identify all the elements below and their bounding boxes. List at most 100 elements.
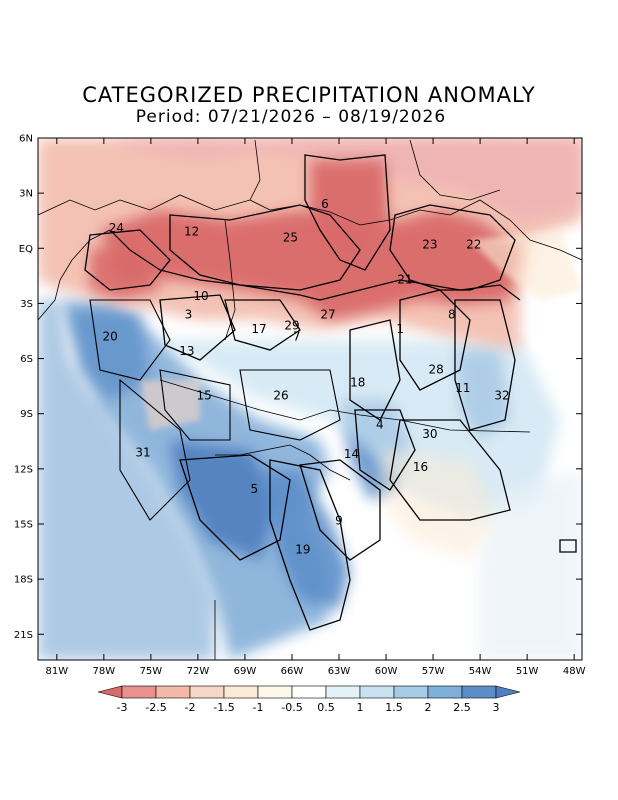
colorbar-swatch [427, 685, 463, 699]
lat-tick-label: 18S [14, 575, 33, 586]
bolivia-border [215, 444, 351, 481]
amapa-field [470, 230, 582, 300]
basin-label: 11 [455, 381, 470, 395]
basin-label: 18 [350, 375, 365, 389]
lat-tick-label: EQ [19, 244, 33, 255]
colorbar-label: -1 [253, 701, 264, 714]
colorbar-label: 1.5 [385, 701, 403, 714]
colorbar-swatch [359, 685, 395, 699]
basin-label: 31 [135, 445, 150, 459]
colorbar-swatch [257, 685, 293, 699]
colorbar-label: -1.5 [213, 701, 234, 714]
colorbar-swatch [291, 685, 327, 699]
basin-24-outline [84, 229, 171, 291]
basin-label: 28 [429, 363, 444, 377]
colorbar-swatch [121, 685, 157, 699]
basin-label: 24 [109, 221, 124, 235]
lat-tick-label: 6N [19, 134, 33, 145]
basin-label: 30 [422, 427, 437, 441]
basin-label: 16 [413, 460, 428, 474]
latitude-axis: 6N 3N EQ 3S 6S 9S 12S 15S 18S 21S [14, 134, 582, 641]
napo-field [90, 240, 160, 300]
small-lake-outline [559, 539, 577, 553]
rio-branco-field [310, 160, 390, 260]
madeira-upper-field [170, 440, 280, 560]
basin-26-outline [239, 369, 341, 441]
basin-20-outline [89, 299, 171, 381]
basin-label: 9 [335, 513, 343, 527]
lon-tick-label: 60W [375, 666, 398, 677]
amazon-main-divide [109, 229, 521, 301]
basin-25-outline [169, 204, 361, 291]
basin-label: 6 [321, 197, 329, 211]
basin-label: 26 [273, 388, 288, 402]
basin-label: 23 [422, 238, 437, 252]
southeast-field [480, 470, 582, 660]
basin-label: 27 [320, 307, 335, 321]
lat-tick-label: 21S [14, 630, 33, 641]
ucayali-field [140, 380, 200, 430]
basin-4-outline [354, 409, 416, 491]
coastline-north [38, 194, 582, 261]
colorbar-low-arrow [97, 685, 123, 699]
colorbar-label: -2 [185, 701, 196, 714]
basin-label: 8 [448, 307, 456, 321]
basin-label: 15 [197, 388, 212, 402]
basin-label: 25 [283, 230, 298, 244]
basin-label: 5 [251, 482, 259, 496]
lon-tick-label: 69W [234, 666, 257, 677]
map-frame [37, 137, 583, 661]
brazil-border-south [159, 379, 531, 433]
basin-28-outline [399, 289, 471, 391]
lon-tick-label: 63W [328, 666, 351, 677]
basin-9-outline [299, 459, 381, 561]
basin-label: 4 [376, 418, 384, 432]
northern-deficit-field [100, 210, 520, 320]
lon-tick-label: 57W [422, 666, 445, 677]
basin-16-outline [389, 419, 511, 521]
colorbar-label: -2.5 [145, 701, 166, 714]
coastline-west [38, 229, 111, 321]
lat-tick-label: 15S [14, 519, 33, 530]
lon-tick-label: 51W [516, 666, 539, 677]
teles-pires-field [380, 450, 500, 560]
map-title: CATEGORIZED PRECIPITATION ANOMALY [82, 83, 536, 107]
colorbar-high-arrow [495, 685, 521, 699]
colorbar-label: -3 [117, 701, 128, 714]
colorbar-swatch [325, 685, 361, 699]
guiana-border [409, 139, 501, 201]
basin-label: 13 [179, 344, 194, 358]
boundaries [38, 139, 582, 660]
colorbar-swatch [461, 685, 497, 699]
basin-label: 14 [344, 447, 359, 461]
basin-label: 17 [251, 322, 266, 336]
lon-tick-label: 54W [469, 666, 492, 677]
basin-11-outline [454, 299, 516, 431]
colorbar-label: 0.5 [317, 701, 335, 714]
basin-6-outline [304, 154, 391, 271]
basin-label: 19 [295, 543, 310, 557]
guiana-highlands-field [100, 140, 582, 220]
lon-tick-label: 78W [93, 666, 116, 677]
lon-tick-label: 81W [46, 666, 69, 677]
colorbar-label: 2.5 [453, 701, 471, 714]
colorbar-swatch [223, 685, 259, 699]
basin-23-outline [389, 204, 516, 291]
longitude-axis: 81W 78W 75W 72W 69W 66W 63W 60W 57W 54W 51W 48W [46, 138, 586, 677]
basin-17-outline [224, 299, 301, 351]
lat-tick-label: 12S [14, 464, 33, 475]
colombia-border [224, 219, 236, 341]
lat-tick-label: 3S [20, 299, 33, 310]
basin-label: 21 [397, 273, 412, 287]
lon-tick-label: 48W [563, 666, 586, 677]
basin-label: 1 [396, 322, 404, 336]
lon-tick-label: 66W [281, 666, 304, 677]
colorbar-swatch [393, 685, 429, 699]
mamore-field [260, 470, 350, 610]
basin-18-outline [349, 319, 401, 421]
basin-13-outline [159, 294, 236, 361]
lon-tick-label: 72W [187, 666, 210, 677]
colorbar-swatch [155, 685, 191, 699]
lat-tick-label: 6S [20, 354, 33, 365]
